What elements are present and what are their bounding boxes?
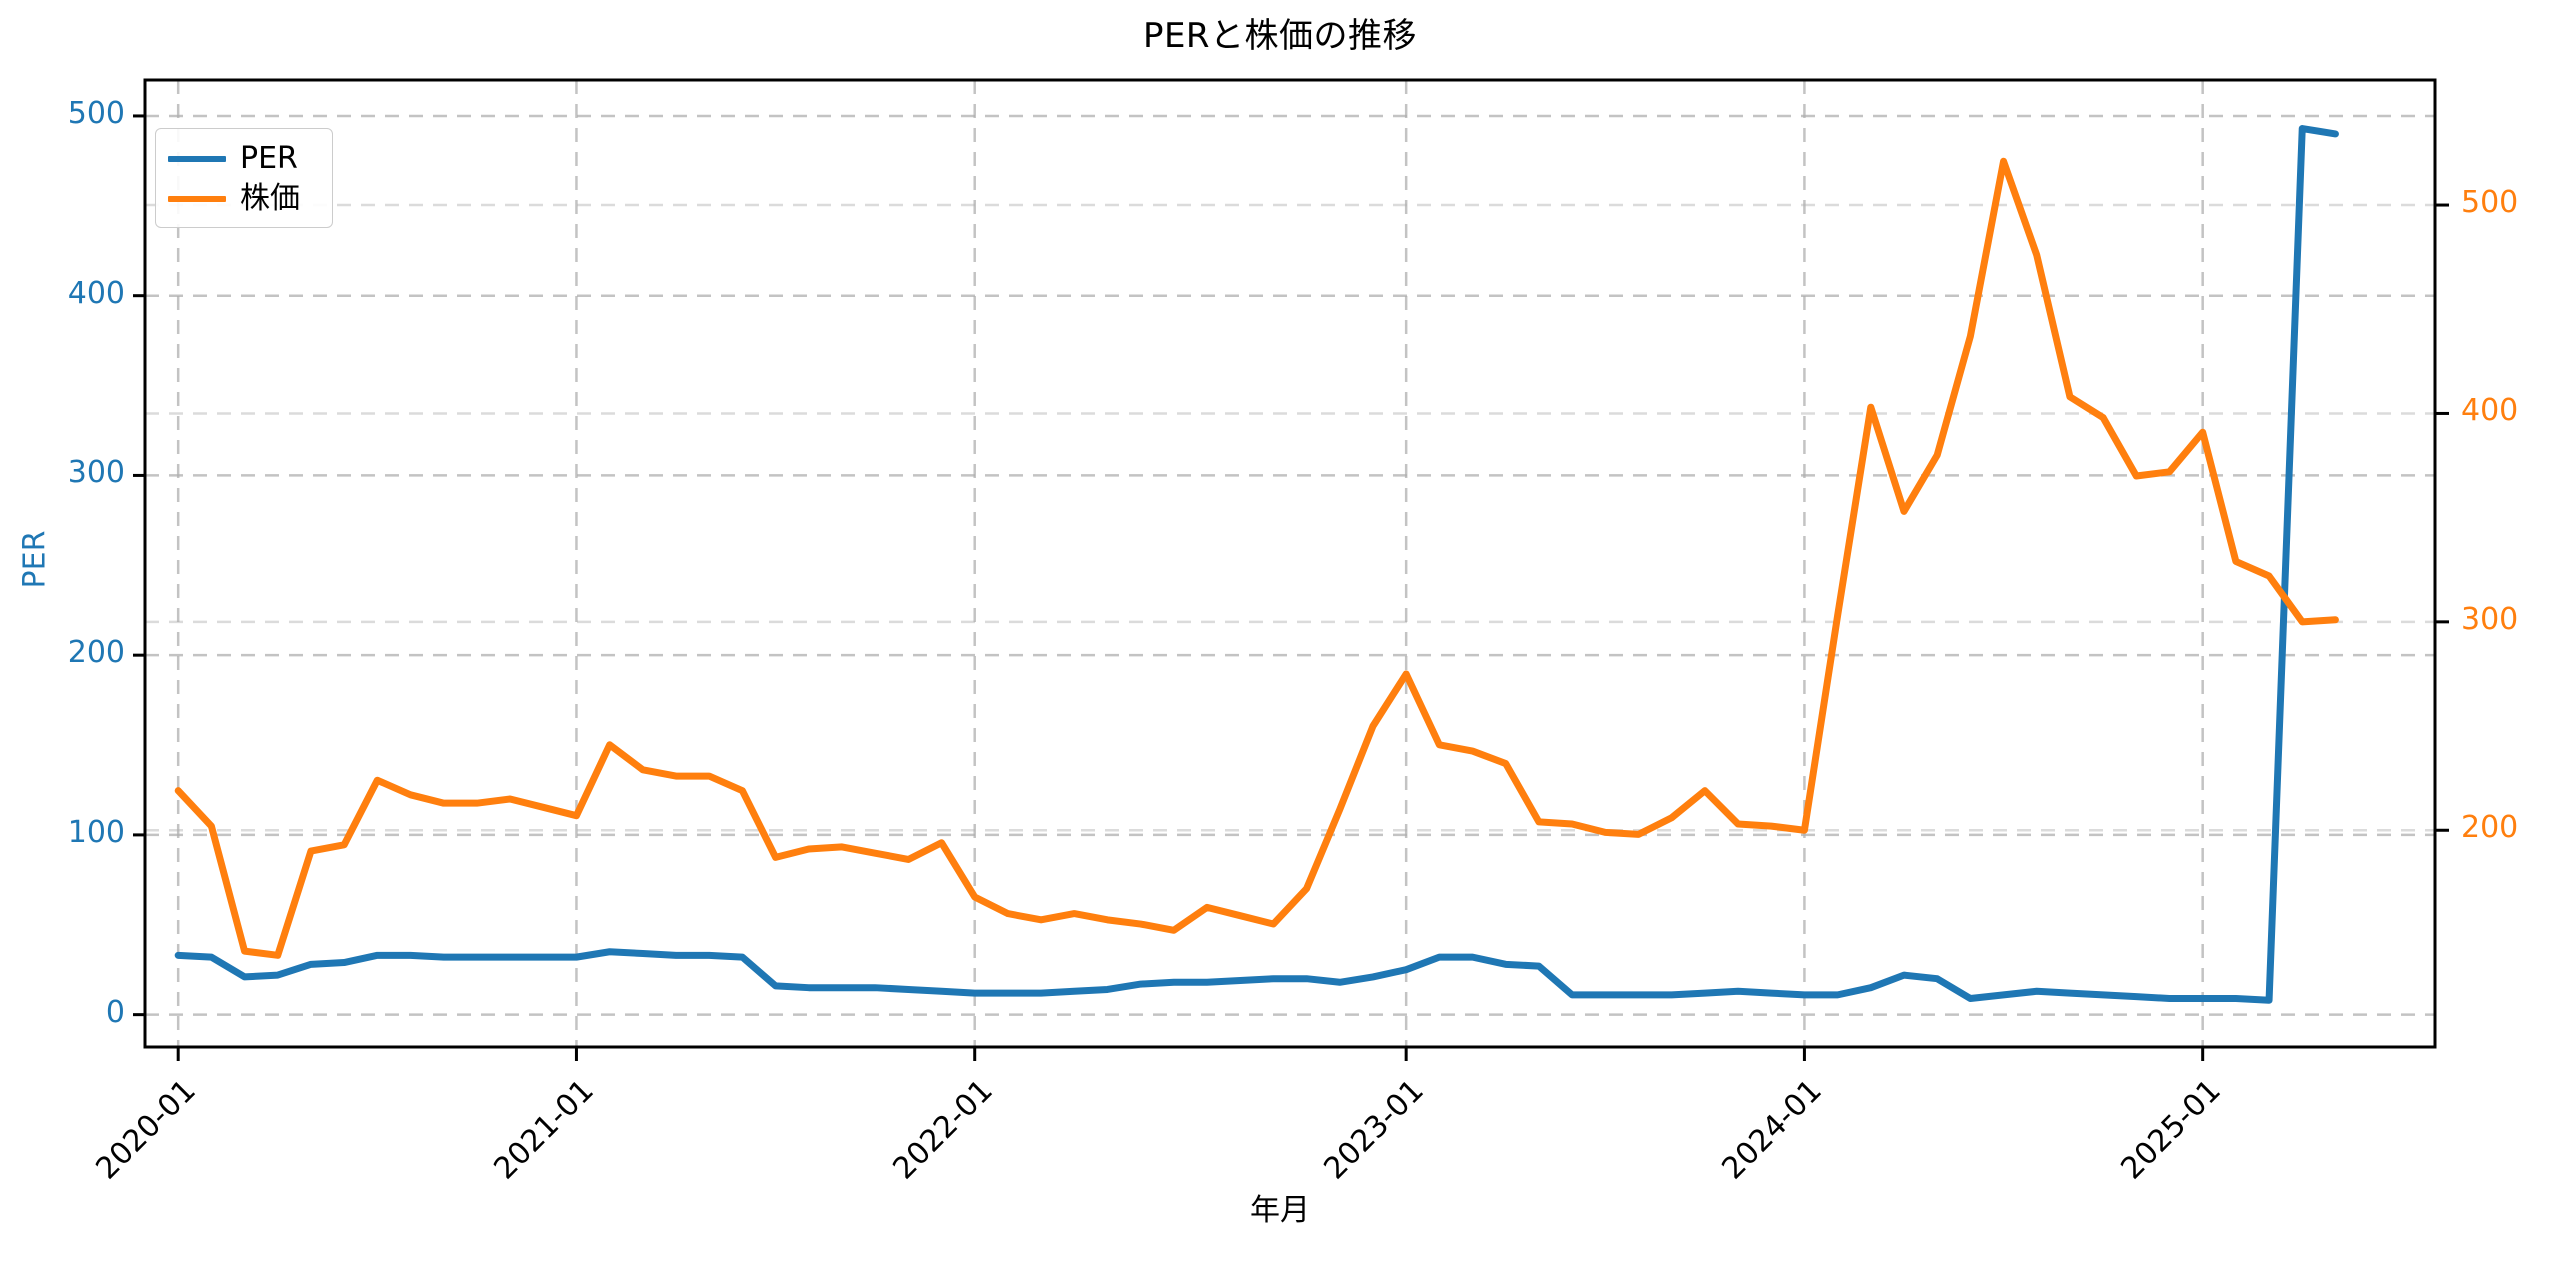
gridlines	[145, 80, 2435, 1047]
legend-label-kabuka: 株価	[240, 181, 300, 216]
left-tick-label: 400	[67, 275, 125, 311]
left-axis-title: PER	[17, 530, 53, 588]
right-tick-label: 200	[2461, 810, 2519, 846]
series-line-per	[174, 125, 2339, 1004]
left-tick-label: 300	[67, 455, 125, 491]
legend-swatch-per	[168, 156, 226, 162]
legend-item-per[interactable]: PER	[168, 139, 320, 179]
left-tick-label: 500	[67, 95, 125, 131]
left-tick-label: 100	[67, 814, 125, 850]
legend-swatch-kabuka	[168, 196, 226, 202]
left-tick-label: 200	[67, 635, 125, 671]
right-tick-label: 300	[2461, 601, 2519, 637]
chart-title: PERと株価の推移	[1142, 16, 1418, 56]
plot-frame	[143, 78, 2437, 1049]
legend[interactable]: PER 株価	[155, 128, 333, 228]
right-tick-label: 400	[2461, 393, 2519, 429]
series-line-kabuka	[174, 157, 2339, 959]
legend-label-per: PER	[240, 141, 298, 176]
left-tick-label: 0	[105, 994, 125, 1030]
x-axis-title: 年月	[1250, 1193, 1310, 1228]
tick-marks	[133, 114, 2449, 1061]
legend-item-kabuka[interactable]: 株価	[168, 179, 320, 219]
right-tick-label: 500	[2461, 185, 2519, 221]
